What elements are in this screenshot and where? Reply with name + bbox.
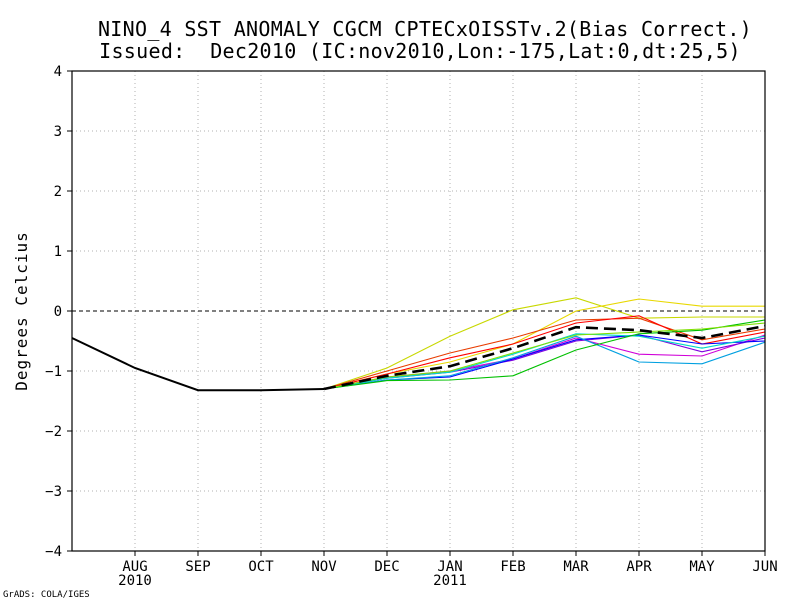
y-tick-label: 2 [54,184,62,200]
series-line-ensemble-mean [323,324,766,391]
x-tick-label: MAR [563,559,589,575]
series-layer [71,297,766,392]
series-line-observed [71,337,325,392]
y-tick-label: −3 [45,484,62,500]
x-tick-label: AUG [122,559,147,575]
series-line-member-2 [323,298,765,390]
series-line-member-8 [323,335,766,390]
x-tick-label: JUN [752,559,777,575]
y-tick-label: −4 [45,544,62,560]
series-line-member-1 [323,297,765,390]
y-tick-label: −2 [45,424,62,440]
series-line-member-11 [323,322,766,390]
y-tick-label: 4 [54,64,62,80]
footer-credit: GrADS: COLA/IGES [3,590,90,600]
x-tick-label: OCT [248,559,274,575]
chart-subtitle: Issued: Dec2010 (IC:nov2010,Lon:-175,Lat… [99,39,741,63]
x-tick-label: DEC [374,559,399,575]
y-axis-label: Degrees Celcius [12,231,31,391]
x-tick-label: SEP [185,559,210,575]
y-axis-ticks: 4 3 2 1 0 −1 −2 −3 −4 [45,64,72,560]
x-tick-label: MAY [689,559,715,575]
x-tick-label: APR [626,559,652,575]
series-line-member-3 [323,317,766,390]
series-line-member-10 [323,319,766,390]
y-tick-label: −1 [45,364,62,380]
x-tick-label: FEB [500,559,525,575]
y-tick-label: 3 [54,124,62,140]
x-axis-ticks: AUG SEP OCT NOV DEC JAN FEB MAR APR MAY JUN 2010 201… [118,551,778,589]
x-year-label: 2011 [433,573,467,589]
y-tick-label: 0 [54,304,62,320]
x-year-label: 2010 [118,573,152,589]
chart-title: NINO_4 SST ANOMALY CGCM CPTECxOISSTv.2(B… [98,17,752,41]
x-tick-label: JAN [437,559,462,575]
x-tick-label: NOV [311,559,337,575]
y-tick-label: 1 [54,244,62,260]
series-line-member-4 [323,315,766,390]
